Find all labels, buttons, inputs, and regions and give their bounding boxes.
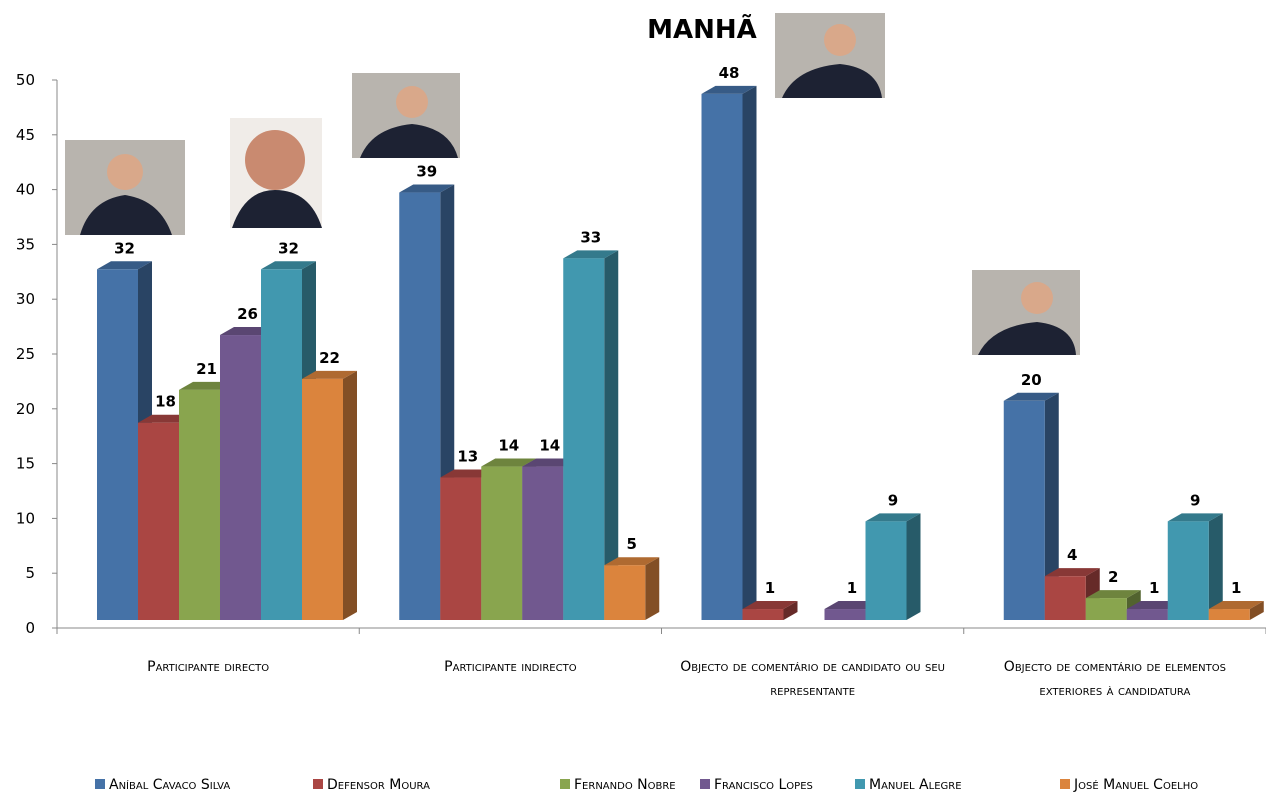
data-label: 5 [627,535,637,553]
y-tick-label: 0 [25,619,35,637]
legend-label: Aníbal Cavaco Silva [109,777,230,793]
x-tick-label: Objecto de comentário de candidato ou se… [673,655,953,703]
bar-front [1045,576,1086,620]
bar [302,371,357,620]
legend-label: Francisco Lopes [714,777,813,793]
bar-front [481,467,522,620]
chart-title: MANHÃ [647,13,757,45]
legend-label: Defensor Moura [327,777,430,793]
data-label: 1 [1149,579,1159,597]
bar-side [907,513,921,620]
y-tick-label: 25 [16,345,35,363]
bar-front [1127,609,1168,620]
legend-marker [313,779,323,789]
legend-marker [560,779,570,789]
bar-front [261,269,302,620]
legend-label: José Manuel Coelho [1073,777,1198,793]
bar [866,513,921,620]
bar-side [343,371,357,620]
y-tick-label: 15 [16,455,35,473]
photo [230,118,322,228]
photo [65,140,185,235]
legend-label: Manuel Alegre [869,777,962,793]
photo [972,270,1080,355]
bar-side [645,557,659,620]
y-tick-label: 20 [16,400,35,418]
data-label: 22 [319,349,340,367]
bar-front [866,521,907,620]
data-label: 2 [1108,568,1118,586]
data-label: 9 [1190,491,1200,509]
photo [775,13,885,98]
legend-marker [1060,779,1070,789]
y-tick-label: 5 [25,564,35,582]
data-label: 26 [237,305,258,323]
y-tick-label: 35 [16,235,35,253]
y-tick-label: 40 [16,181,35,199]
data-label: 20 [1021,371,1042,389]
bar-front [1004,401,1045,620]
data-label: 48 [719,64,740,82]
data-label: 1 [847,579,857,597]
data-label: 18 [155,393,176,411]
data-label: 33 [580,228,601,246]
bar-front [302,379,343,620]
y-tick-label: 45 [16,126,35,144]
bar-front [399,193,440,620]
bar-front [1209,609,1250,620]
data-label: 21 [196,360,217,378]
data-label: 13 [457,448,478,466]
data-label: 1 [765,579,775,597]
data-label: 1 [1231,579,1241,597]
y-tick-label: 10 [16,509,35,527]
data-label: 14 [498,437,519,455]
x-tick-label: Participante indirecto [370,655,650,679]
bar-front [522,467,563,620]
bar-front [220,335,261,620]
bar [1168,513,1223,620]
data-label: 32 [114,239,135,257]
bar-front [97,269,138,620]
y-tick-label: 50 [16,71,35,89]
data-label: 14 [539,437,560,455]
bar-front [440,478,481,620]
bar-front [743,609,784,620]
bar-front [604,565,645,620]
x-tick-label: Participante directo [68,655,348,679]
legend-label: Fernando Nobre [574,777,676,793]
legend-marker [855,779,865,789]
bar-side [743,86,757,620]
bar-front [825,609,866,620]
bar-front [1168,521,1209,620]
data-label: 39 [416,163,437,181]
page: MANHÃ 0510152025303540455032182126322239… [0,0,1266,793]
bar-front [138,423,179,620]
legend-marker [700,779,710,789]
bar [604,557,659,620]
bar-front [179,390,220,620]
bar-front [1086,598,1127,620]
data-label: 32 [278,239,299,257]
bar [702,86,757,620]
data-label: 4 [1067,546,1077,564]
photo [352,73,460,158]
data-label: 9 [888,491,898,509]
bar-front [563,258,604,620]
y-tick-label: 30 [16,290,35,308]
legend-marker [95,779,105,789]
x-tick-label: Objecto de comentário de elementos exter… [975,655,1255,703]
bar-front [702,94,743,620]
